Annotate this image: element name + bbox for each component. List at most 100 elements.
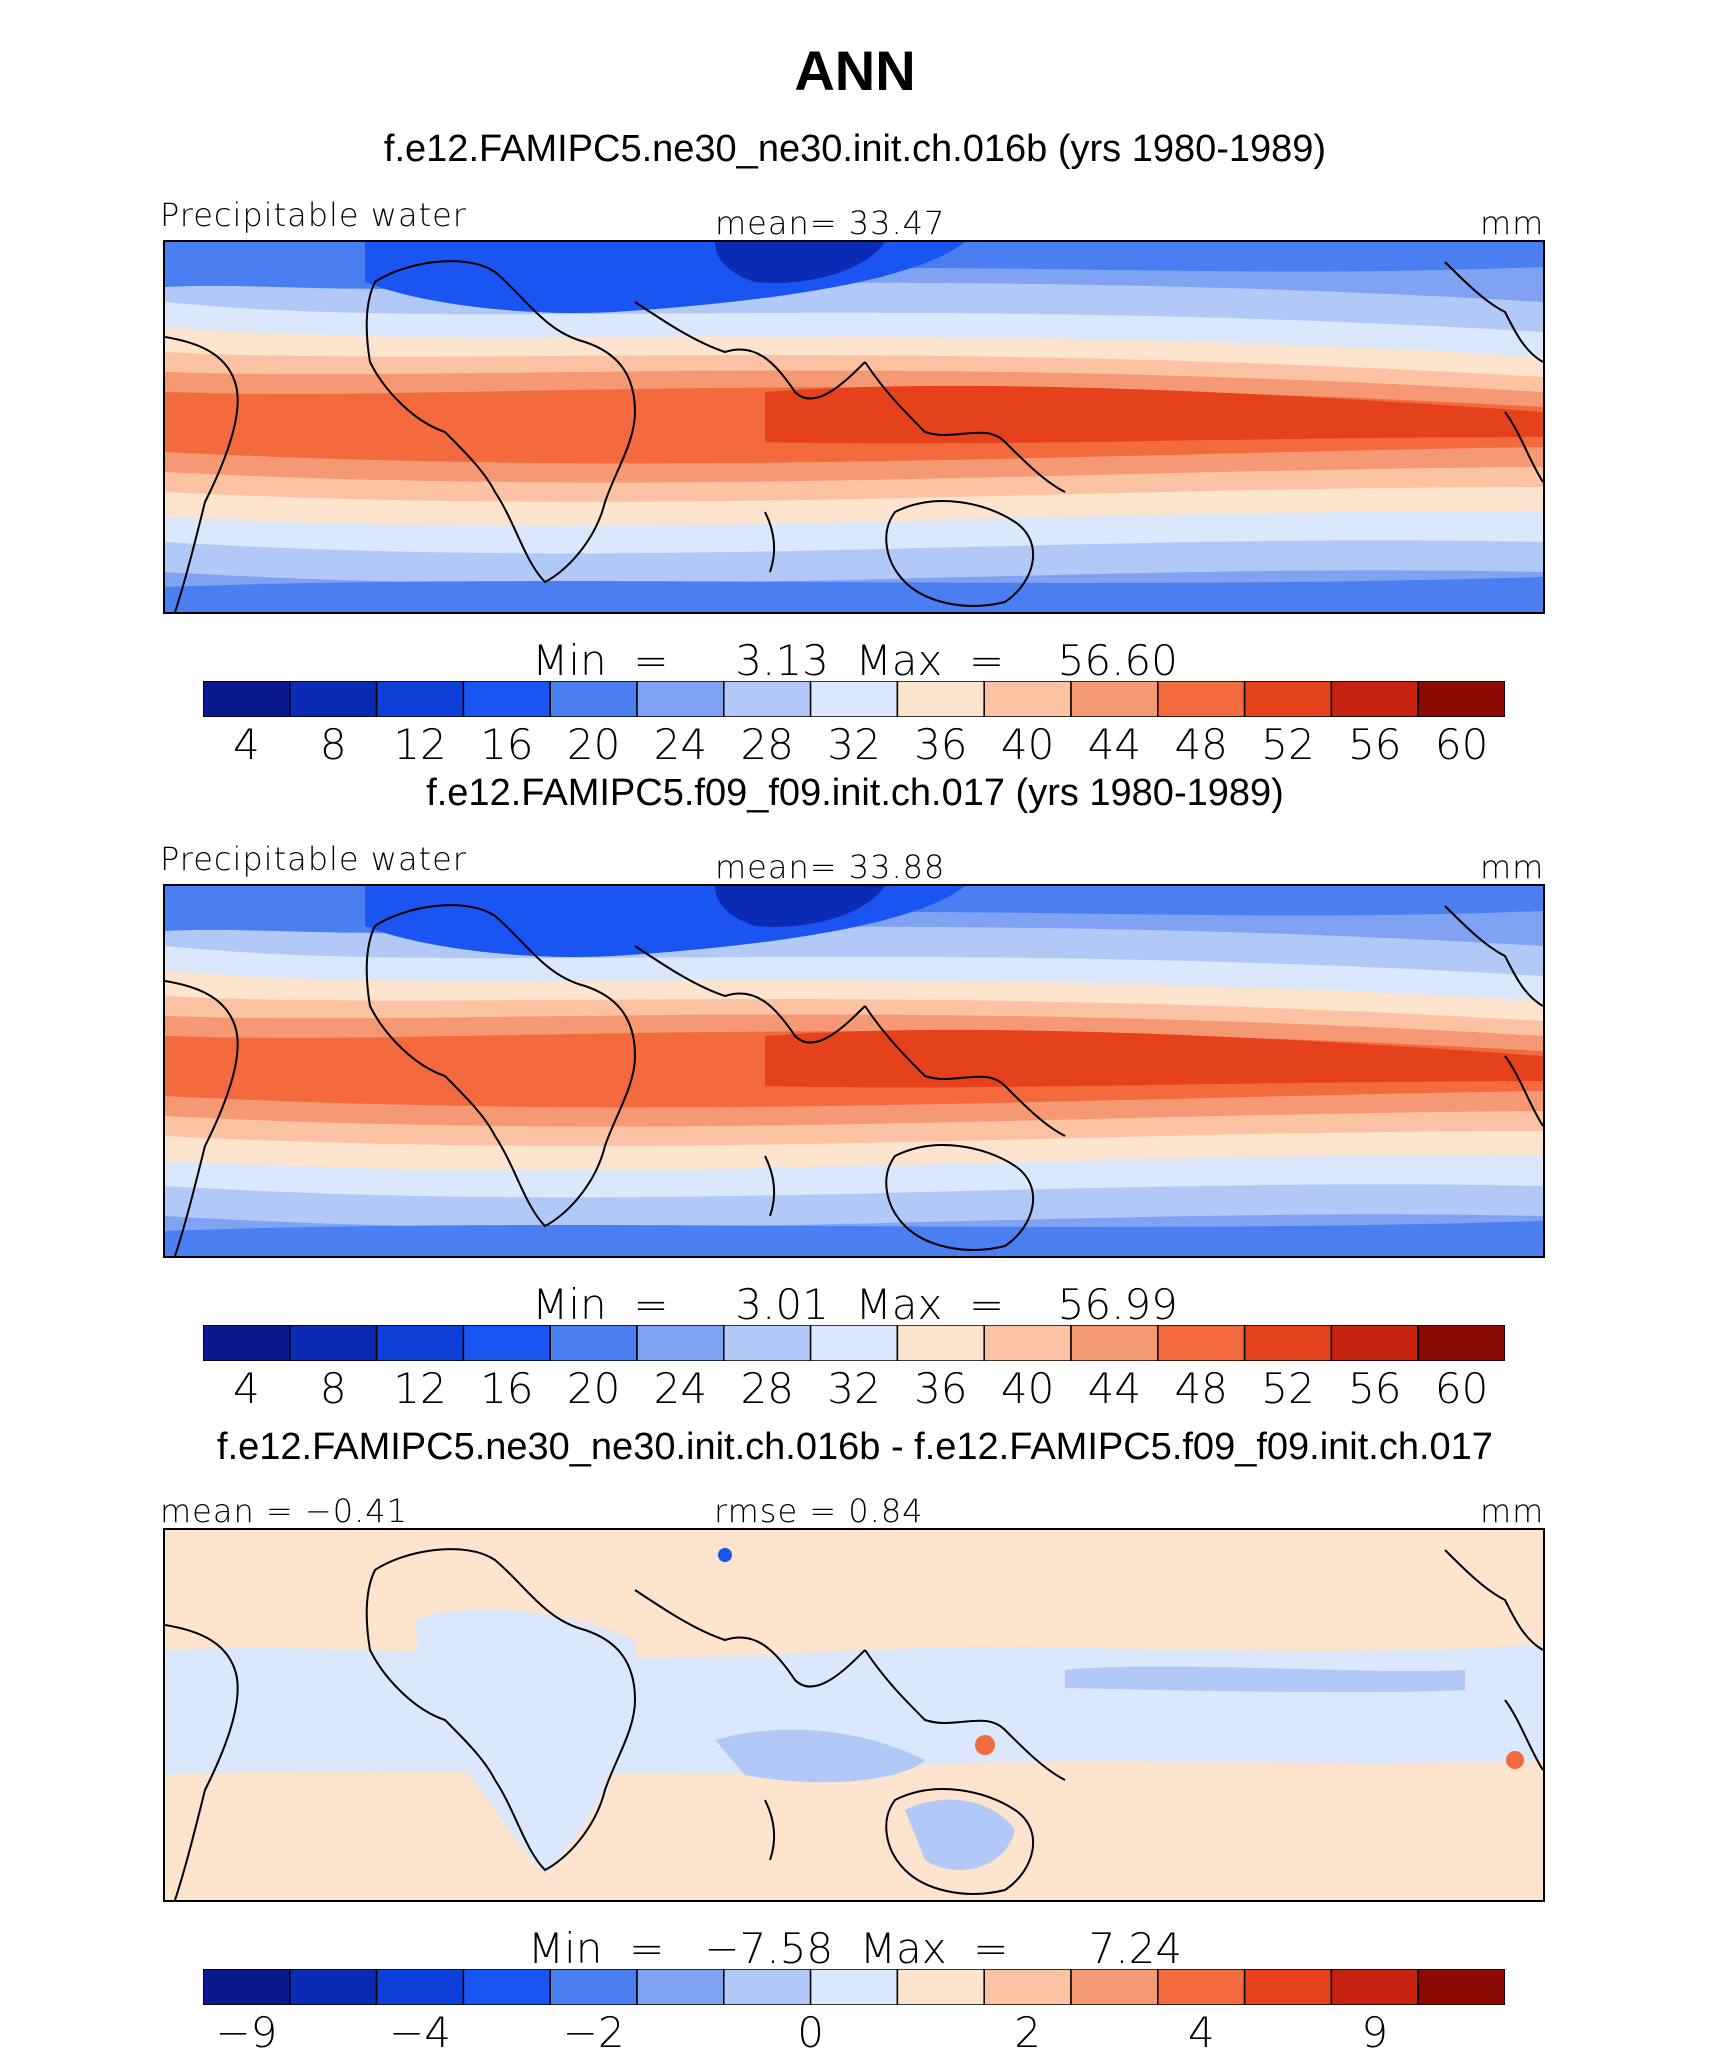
panel1-mean-label: mean= 33.47 xyxy=(715,204,946,242)
panel2-colorbar xyxy=(202,1324,1506,1362)
colorbar-tick-label: 8 xyxy=(319,720,347,769)
colorbar-tick-label: 36 xyxy=(914,1364,968,1413)
colorbar-box xyxy=(1330,1968,1419,2006)
panel3-colorbar xyxy=(202,1968,1506,2006)
coastline xyxy=(165,336,239,612)
colorbar-box xyxy=(375,1324,465,1362)
colorbar-box xyxy=(983,1968,1072,2006)
colorbar-svg xyxy=(202,1968,1506,2006)
colorbar-box xyxy=(723,680,812,718)
anomaly-spot xyxy=(718,1548,732,1562)
colorbar-box xyxy=(809,1968,899,2006)
coastline xyxy=(885,1788,1034,1895)
panel3-rmse-label: rmse = 0.84 xyxy=(714,1492,924,1530)
colorbar-tick-label: 12 xyxy=(393,720,447,769)
colorbar-tick-label: 44 xyxy=(1087,1364,1142,1413)
colorbar-tick-label: 52 xyxy=(1261,1364,1315,1413)
contour-band xyxy=(715,242,885,283)
colorbar-tick-label: 16 xyxy=(480,1364,534,1413)
colorbar-tick-label: 48 xyxy=(1174,720,1228,769)
colorbar-box xyxy=(375,680,465,718)
contour-band xyxy=(765,1029,1543,1088)
panel2-mean-label: mean= 33.88 xyxy=(715,848,946,886)
coastline xyxy=(1444,261,1543,363)
colorbar-box xyxy=(636,1324,725,1362)
coastline xyxy=(1504,411,1543,483)
anomaly-spot xyxy=(975,1735,995,1755)
figure-title: ANN xyxy=(794,39,916,102)
coastline xyxy=(1444,1549,1543,1651)
colorbar-tick-label: 20 xyxy=(566,720,621,769)
panel2-title: f.e12.FAMIPC5.f09_f09.init.ch.017 (yrs 1… xyxy=(426,772,1284,814)
colorbar-tick-label: 40 xyxy=(1000,720,1055,769)
colorbar-box xyxy=(1330,1324,1419,1362)
coastline xyxy=(365,904,637,1228)
colorbar-box xyxy=(375,1968,465,2006)
colorbar-tick-label: 36 xyxy=(914,720,968,769)
colorbar-tick-label: 48 xyxy=(1174,1364,1228,1413)
coastline xyxy=(634,301,866,400)
colorbar-box xyxy=(1157,1968,1246,2006)
colorbar-box xyxy=(896,680,985,718)
colorbar-tick-label: 9 xyxy=(1361,2008,1389,2057)
coastline xyxy=(365,260,637,584)
colorbar-box xyxy=(549,1324,638,1362)
colorbar-box xyxy=(289,1324,378,1362)
colorbar-box xyxy=(1243,680,1333,718)
panel2-map xyxy=(163,884,1545,1258)
contour-band xyxy=(765,385,1543,444)
colorbar-box xyxy=(1417,1324,1506,1362)
colorbar-box xyxy=(723,1324,812,1362)
panel3-map xyxy=(163,1528,1545,1902)
colorbar-box xyxy=(1070,680,1159,718)
colorbar-box xyxy=(462,1968,551,2006)
panel1-min-max: Min = 3.13 Max = 56.60 xyxy=(532,636,1178,685)
field-map-svg xyxy=(165,242,1543,612)
coastline xyxy=(764,1155,776,1217)
colorbar-box xyxy=(1157,1324,1246,1362)
colorbar-box xyxy=(462,680,551,718)
contour-band xyxy=(165,577,1543,612)
contour-band xyxy=(905,1799,1015,1870)
panel1-units-label: mm xyxy=(1480,204,1545,242)
field-map-svg xyxy=(165,1530,1543,1900)
coastline xyxy=(885,1144,1034,1251)
panel1-map xyxy=(163,240,1545,614)
colorbar-tick-label: 20 xyxy=(566,1364,621,1413)
colorbar-tick-label: 28 xyxy=(740,720,794,769)
coastline xyxy=(864,1649,1066,1781)
colorbar-box xyxy=(809,680,899,718)
colorbar-tick-label: 28 xyxy=(740,1364,794,1413)
coastline xyxy=(634,1589,866,1688)
panel3-units-label: mm xyxy=(1480,1492,1545,1530)
colorbar-tick-label: 24 xyxy=(653,1364,708,1413)
field-map-svg xyxy=(165,886,1543,1256)
colorbar-tick-label: 24 xyxy=(653,720,708,769)
colorbar-tick-label: 8 xyxy=(319,1364,347,1413)
colorbar-box xyxy=(549,680,638,718)
coastline xyxy=(864,1005,1066,1137)
panel3-min-max: Min = −7.58 Max = 7.24 xyxy=(527,1924,1183,1973)
colorbar-tick-label: 56 xyxy=(1348,720,1402,769)
coastline xyxy=(165,980,239,1256)
colorbar-tick-label: −4 xyxy=(389,2008,451,2057)
coastline xyxy=(764,511,776,573)
colorbar-tick-label: 60 xyxy=(1434,1364,1489,1413)
colorbar-tick-label: 60 xyxy=(1434,720,1489,769)
contour-band xyxy=(165,1221,1543,1256)
colorbar-box xyxy=(983,1324,1072,1362)
coastline xyxy=(864,361,1066,493)
colorbar-tick-label: 52 xyxy=(1261,720,1315,769)
contour-band xyxy=(715,1729,925,1783)
colorbar-box xyxy=(1417,680,1506,718)
colorbar-box xyxy=(462,1324,551,1362)
colorbar-tick-label: 32 xyxy=(827,1364,881,1413)
colorbar-tick-label: 2 xyxy=(1014,2008,1041,2057)
colorbar-box xyxy=(636,680,725,718)
colorbar-tick-label: 0 xyxy=(797,2008,824,2057)
panel2-min-max: Min = 3.01 Max = 56.99 xyxy=(532,1280,1178,1329)
panel1-variable-label: Precipitable water xyxy=(160,196,467,234)
colorbar-tick-label: 4 xyxy=(233,1364,260,1413)
colorbar-box xyxy=(202,1324,291,1362)
panel1-colorbar xyxy=(202,680,1506,718)
